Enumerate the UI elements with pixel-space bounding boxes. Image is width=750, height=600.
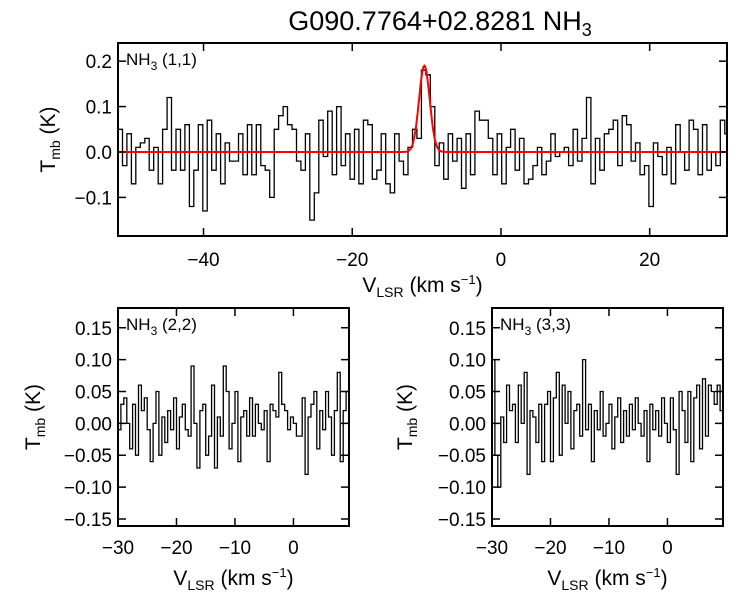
y-tick-label: 0.15 — [449, 319, 486, 340]
plot-frame — [491, 307, 724, 527]
y-tick-label: 0.10 — [449, 351, 486, 372]
y-tick-label: 0.05 — [449, 383, 486, 404]
y-axis-label: Tmb (K) — [37, 106, 63, 172]
y-tick-label: −0.15 — [438, 510, 486, 531]
x-tick-label: −20 — [160, 538, 192, 559]
y-tick-label: 0.1 — [86, 98, 112, 119]
panel-label: NH3 (1,1) — [126, 50, 197, 73]
x-axis-label: VLSR (km s−1) — [362, 272, 482, 300]
y-tick-label: −0.05 — [64, 446, 112, 467]
x-tick-label: 0 — [496, 250, 507, 271]
x-tick-label: −20 — [336, 250, 368, 271]
panel-label: NH3 (3,3) — [500, 315, 571, 338]
chart-title: G090.7764+02.8281 NH3 — [288, 6, 592, 40]
y-tick-label: 0.00 — [75, 414, 112, 435]
x-axis-label: VLSR (km s−1) — [547, 565, 667, 593]
y-tick-label: 0.00 — [449, 414, 486, 435]
y-tick-label: −0.15 — [64, 510, 112, 531]
x-tick-label: 0 — [288, 538, 299, 559]
x-tick-label: −10 — [219, 538, 251, 559]
x-tick-label: 0 — [662, 538, 673, 559]
y-tick-label: −0.10 — [438, 478, 486, 499]
y-tick-label: −0.05 — [438, 446, 486, 467]
y-tick-label: −0.1 — [74, 188, 112, 209]
panel-2: −30 −20 −10 0 0.15 0.10 0.05 0.00 −0.05 −0.10 −0.1… — [22, 307, 350, 593]
x-tick-label: −40 — [187, 250, 219, 271]
y-tick-label: 0.0 — [86, 143, 112, 164]
y-tick-label: 0.15 — [75, 319, 112, 340]
plot-frame — [117, 42, 728, 237]
spectrum-line — [492, 358, 723, 488]
y-tick-label: −0.10 — [64, 478, 112, 499]
x-tick-label: −10 — [593, 538, 625, 559]
x-tick-label: −30 — [102, 538, 134, 559]
x-tick-label: 20 — [639, 250, 660, 271]
x-tick-label: −20 — [534, 538, 566, 559]
panel-3: −30 −20 −10 0 0.15 0.10 0.05 0.00 −0.05 −0.10 −0.1… — [394, 307, 724, 593]
gaussian-fit-line — [118, 64, 727, 153]
spectrum-line — [118, 365, 349, 476]
y-tick-label: 0.10 — [75, 351, 112, 372]
y-axis-label: Tmb (K) — [394, 384, 420, 450]
panel-label: NH3 (2,2) — [126, 315, 197, 338]
x-tick-label: −30 — [476, 538, 508, 559]
plot-frame — [117, 307, 350, 527]
x-axis-label: VLSR (km s−1) — [173, 565, 293, 593]
y-tick-label: 0.05 — [75, 383, 112, 404]
y-axis-label: Tmb (K) — [22, 384, 48, 450]
panel-1: −40 −20 0 20 0.2 0.1 0.0 −0.1 NH3 (1,1) VLSR (km … — [37, 42, 728, 300]
y-tick-label: 0.2 — [86, 52, 112, 73]
spectrum-line — [118, 69, 727, 221]
